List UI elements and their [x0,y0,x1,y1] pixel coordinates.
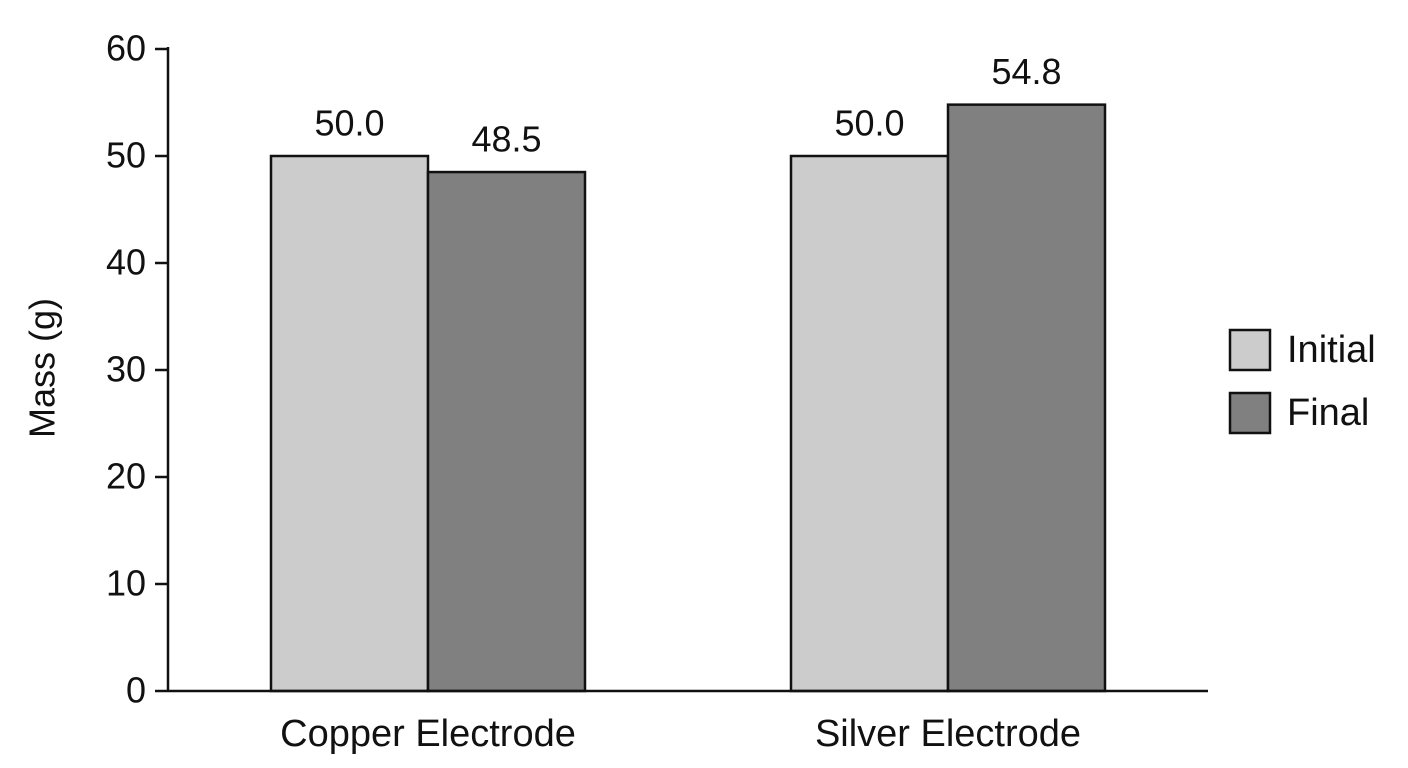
legend-swatch [1228,328,1272,372]
y-tick-label: 0 [126,670,146,711]
y-tick-label: 60 [106,28,146,69]
bar [269,154,430,693]
bar [789,154,950,693]
y-tick-label: 20 [106,456,146,497]
value-label: 54.8 [991,51,1061,92]
y-tick-label: 30 [106,349,146,390]
y-tick-label: 40 [106,242,146,283]
x-tick-label: Silver Electrode [815,713,1081,755]
legend-label: Final [1287,392,1369,434]
value-label: 50.0 [314,103,384,144]
value-label: 48.5 [471,119,541,160]
bar [426,170,587,693]
value-label: 50.0 [834,103,904,144]
legend-label: Initial [1287,329,1376,371]
y-axis-title: Mass (g) [22,298,63,438]
bar [946,103,1107,693]
y-tick-label: 50 [106,135,146,176]
legend-swatch [1228,391,1272,435]
y-tick-label: 10 [106,563,146,604]
x-tick-label: Copper Electrode [280,713,576,755]
